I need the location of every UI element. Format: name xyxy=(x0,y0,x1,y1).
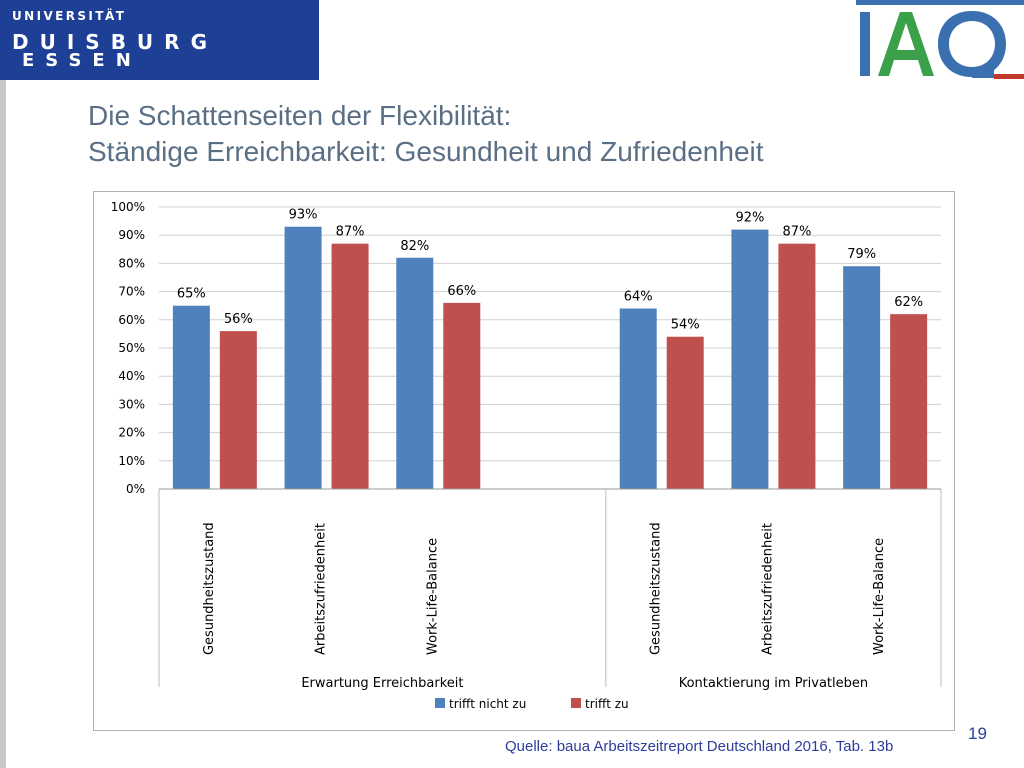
category-label: Work-Life-Balance xyxy=(425,538,440,655)
legend-swatch xyxy=(571,698,581,708)
iaq-logo-letter-i xyxy=(860,12,870,76)
category-label: Work-Life-Balance xyxy=(872,538,887,655)
bar-value-label: 82% xyxy=(400,239,429,254)
bar xyxy=(843,266,881,489)
bar xyxy=(731,229,769,489)
bar-chart: 0% 10% 20% 30% 40% 50% 60% 70% 80% 90% 100% 65% 56% G… xyxy=(111,200,942,711)
bar xyxy=(778,243,816,489)
bar xyxy=(619,308,657,489)
logo-line-essen: ESSEN xyxy=(22,50,142,71)
bar-value-label: 65% xyxy=(177,287,206,302)
iaq-logo-letter-a xyxy=(878,12,934,76)
category-label: Gesundheitszustand xyxy=(649,522,664,655)
legend-swatch xyxy=(435,698,445,708)
source-citation: Quelle: baua Arbeitszeitreport Deutschla… xyxy=(505,738,894,755)
group-label: Kontaktierung im Privatleben xyxy=(679,676,868,691)
category-label: Gesundheitszustand xyxy=(202,522,217,655)
legend-label: trifft nicht zu xyxy=(449,697,526,711)
y-tick-label: 0% xyxy=(126,482,145,496)
iaq-logo-letter-q xyxy=(938,11,1006,77)
bar-value-label: 56% xyxy=(224,312,253,327)
bar-value-label: 87% xyxy=(782,225,811,240)
bar xyxy=(443,302,481,489)
y-tick-label: 80% xyxy=(118,256,145,270)
bar xyxy=(396,257,434,489)
bar-value-label: 87% xyxy=(336,225,365,240)
bar-value-label: 54% xyxy=(671,318,700,333)
bar xyxy=(284,226,322,490)
y-tick-label: 30% xyxy=(118,397,145,411)
y-tick-label: 70% xyxy=(118,285,145,299)
side-decoration-bar xyxy=(0,80,6,768)
bar-value-label: 93% xyxy=(289,208,318,223)
bar-value-label: 79% xyxy=(847,247,876,262)
logo-line-universitaet: UNIVERSITÄT xyxy=(12,9,127,23)
iaq-logo xyxy=(856,0,1024,79)
logo-line-duisburg: DUISBURG xyxy=(12,30,218,54)
slide-title-line-2: Ständige Erreichbarkeit: Gesundheit und … xyxy=(88,136,764,167)
bar-value-label: 92% xyxy=(735,211,764,226)
bar xyxy=(666,336,704,489)
bar xyxy=(890,314,928,489)
legend-label: trifft zu xyxy=(585,697,629,711)
y-tick-label: 100% xyxy=(111,200,145,214)
chart-frame: 0% 10% 20% 30% 40% 50% 60% 70% 80% 90% 100% 65% 56% G… xyxy=(93,191,955,731)
iaq-logo-underline xyxy=(994,74,1024,79)
y-tick-label: 20% xyxy=(118,426,145,440)
y-tick-label: 40% xyxy=(118,369,145,383)
university-logo: UNIVERSITÄT DUISBURG ESSEN xyxy=(0,0,319,80)
group-label: Erwartung Erreichbarkeit xyxy=(301,676,463,691)
category-label: Arbeitszufriedenheit xyxy=(314,523,329,655)
y-tick-label: 10% xyxy=(118,454,145,468)
slide-title-line-1: Die Schattenseiten der Flexibilität: xyxy=(88,100,512,131)
page-number: 19 xyxy=(968,724,987,743)
bar-value-label: 66% xyxy=(447,284,476,299)
y-tick-label: 60% xyxy=(118,313,145,327)
bar xyxy=(172,305,210,489)
bar-value-label: 64% xyxy=(624,290,653,305)
slide-title: Die Schattenseiten der Flexibilität: Stä… xyxy=(88,98,764,170)
y-tick-label: 50% xyxy=(118,341,145,355)
bar xyxy=(219,331,257,489)
y-tick-label: 90% xyxy=(118,228,145,242)
bar xyxy=(331,243,369,489)
category-label: Arbeitszufriedenheit xyxy=(760,523,775,655)
bar-value-label: 62% xyxy=(894,295,923,310)
